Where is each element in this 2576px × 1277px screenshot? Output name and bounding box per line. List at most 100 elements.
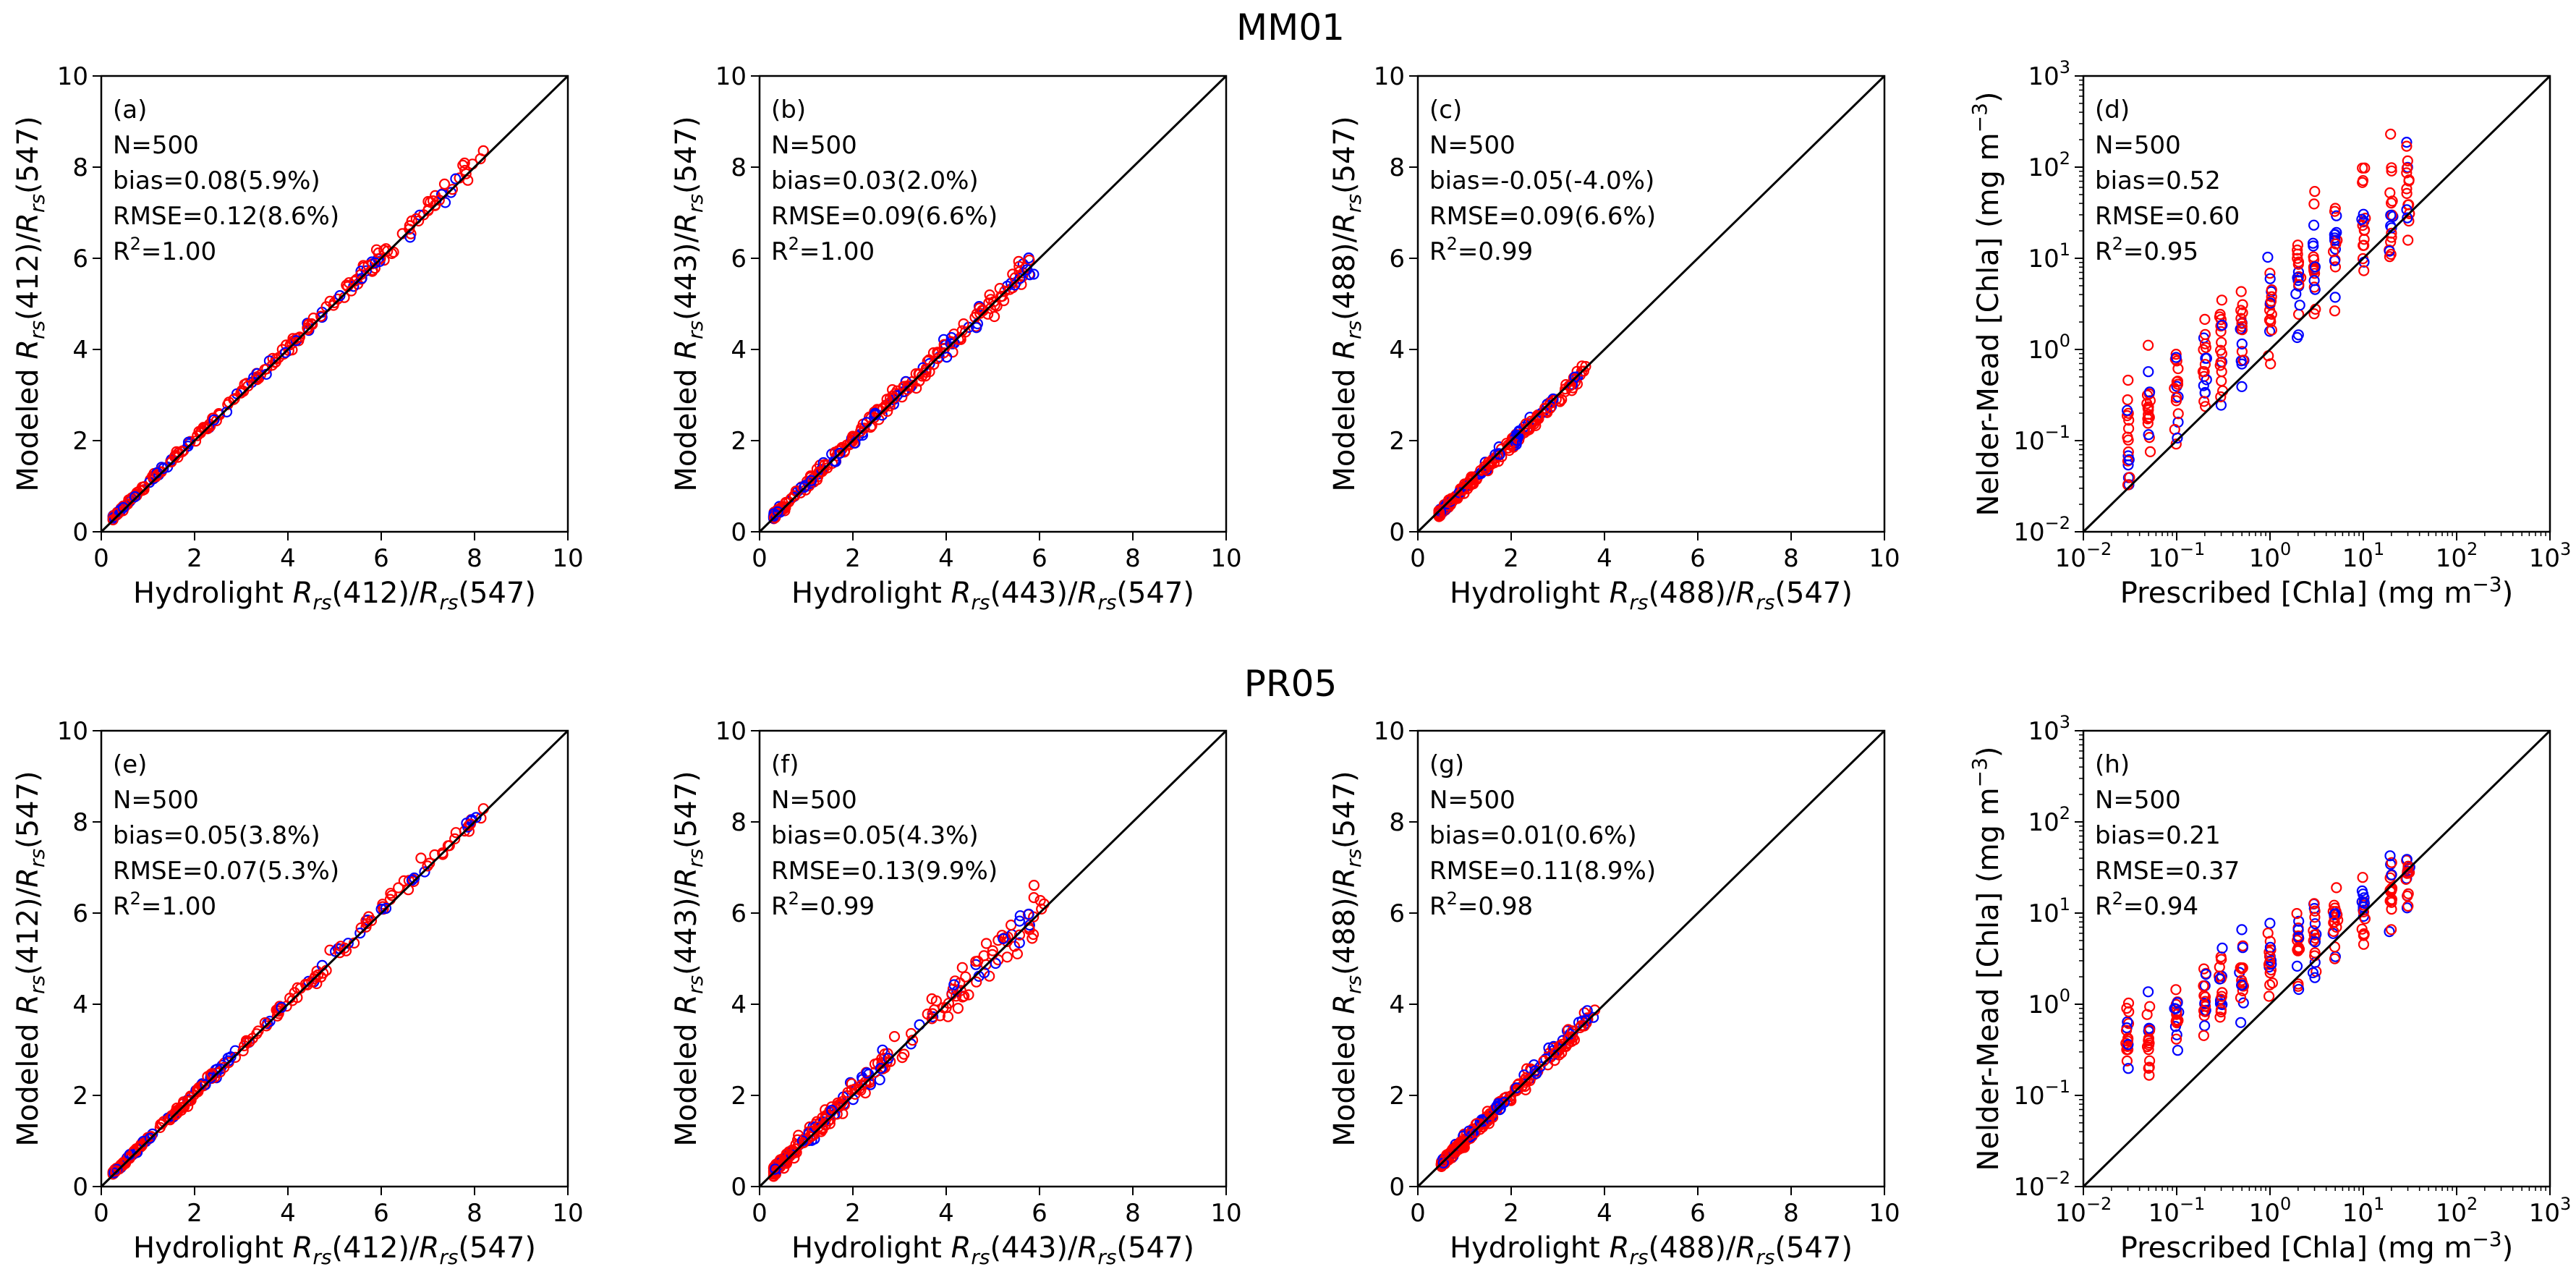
data-point (2291, 960, 2303, 972)
data-point (2172, 408, 2184, 420)
data-point (324, 944, 336, 956)
y-tick-label: 10 (57, 62, 88, 91)
data-point (2329, 899, 2340, 911)
data-point (822, 1115, 834, 1127)
y-tick-label: 8 (731, 808, 747, 837)
data-point (2143, 1069, 2155, 1081)
x-tick-label: 10 (1210, 1199, 1241, 1228)
data-point (2384, 850, 2396, 862)
data-point (2329, 953, 2341, 964)
data-point (2237, 985, 2248, 997)
data-point (2216, 987, 2228, 998)
data-point (861, 1067, 873, 1079)
data-point (251, 1028, 263, 1040)
data-point (2216, 954, 2227, 965)
y-axis-label: Modeled Rrs(443)/Rrs(547) (670, 771, 707, 1146)
data-point (2308, 219, 2320, 231)
data-point (2403, 175, 2415, 187)
data-point (2236, 381, 2248, 393)
y-tick-label: 8 (731, 153, 747, 182)
data-point (2170, 438, 2182, 450)
x-tick-label: 10 (1210, 544, 1241, 573)
data-point (152, 469, 163, 480)
annotation-rmse: RMSE=0.60 (2095, 202, 2240, 231)
data-point (2309, 905, 2321, 917)
annotation-r2: R2=0.99 (1429, 234, 1533, 266)
data-point (2308, 198, 2320, 210)
data-point (264, 1015, 276, 1027)
data-point (977, 305, 989, 316)
data-point (994, 283, 1006, 294)
x-tick-label: 2 (845, 544, 861, 573)
data-point (1005, 919, 1017, 931)
data-point (263, 355, 275, 367)
data-point (2170, 395, 2182, 407)
data-point (2331, 921, 2342, 933)
data-point (998, 295, 1010, 307)
data-point (1013, 255, 1024, 267)
data-point (2217, 385, 2229, 396)
y-tick-label: 6 (72, 899, 88, 928)
data-point (2143, 339, 2154, 351)
y-tick-label: 4 (1389, 336, 1405, 365)
x-tick-label: 8 (467, 1199, 483, 1228)
data-point (182, 440, 194, 452)
data-point (2121, 1055, 2133, 1067)
data-points-f (768, 879, 1050, 1182)
data-point (2216, 375, 2227, 387)
data-point (2198, 380, 2209, 391)
x-tick-label: 103 (2529, 1194, 2572, 1228)
data-point (422, 203, 434, 216)
x-tick-label: 6 (373, 1199, 389, 1228)
y-tick-label: 4 (72, 336, 88, 365)
x-tick-label: 6 (1032, 544, 1047, 573)
data-point (1484, 1108, 1496, 1119)
data-point (2199, 998, 2211, 1009)
data-point (926, 1013, 938, 1024)
data-point (926, 993, 938, 1005)
data-point (2266, 291, 2277, 302)
data-point (2199, 313, 2211, 325)
data-point (2200, 341, 2211, 353)
data-point (2122, 410, 2133, 422)
x-tick-label: 4 (1597, 1199, 1612, 1228)
annotation-r2: R2=0.95 (2095, 234, 2198, 266)
data-point (2400, 873, 2412, 886)
data-point (464, 818, 477, 830)
data-point (2309, 912, 2321, 923)
data-point (2385, 128, 2397, 140)
data-point (380, 902, 392, 915)
data-point (2402, 212, 2413, 224)
y-tick-label: 101 (2028, 239, 2070, 273)
data-point (2171, 1014, 2182, 1026)
data-point (2385, 209, 2397, 221)
y-tick-label: 2 (72, 1082, 88, 1111)
annotation-rmse: RMSE=0.09(6.6%) (771, 202, 998, 231)
x-tick-label: 102 (2436, 539, 2478, 573)
annotation-bias: bias=0.52 (2095, 166, 2221, 195)
data-point (2293, 915, 2305, 927)
x-tick-label: 2 (845, 1199, 861, 1228)
x-tick-label: 100 (2249, 539, 2292, 573)
data-point (2291, 907, 2303, 920)
x-tick-label: 4 (938, 1199, 954, 1228)
data-point (2263, 990, 2275, 1002)
data-point (2199, 1020, 2211, 1032)
data-point (768, 512, 781, 524)
data-point (2329, 305, 2341, 317)
data-point (2307, 237, 2319, 249)
data-point (2401, 187, 2413, 199)
annotation-n: N=500 (1429, 786, 1516, 815)
annotation-n: N=500 (1429, 131, 1516, 160)
data-point (2172, 432, 2183, 444)
data-point (259, 364, 271, 376)
data-point (235, 387, 247, 399)
data-point (343, 277, 355, 289)
data-point (2122, 404, 2133, 416)
data-point (2198, 1005, 2210, 1017)
data-point (2201, 352, 2212, 364)
data-point (334, 290, 346, 302)
annotation-r2: R2=0.98 (1429, 888, 1533, 921)
data-point (2122, 1035, 2133, 1047)
data-point (2265, 358, 2277, 370)
